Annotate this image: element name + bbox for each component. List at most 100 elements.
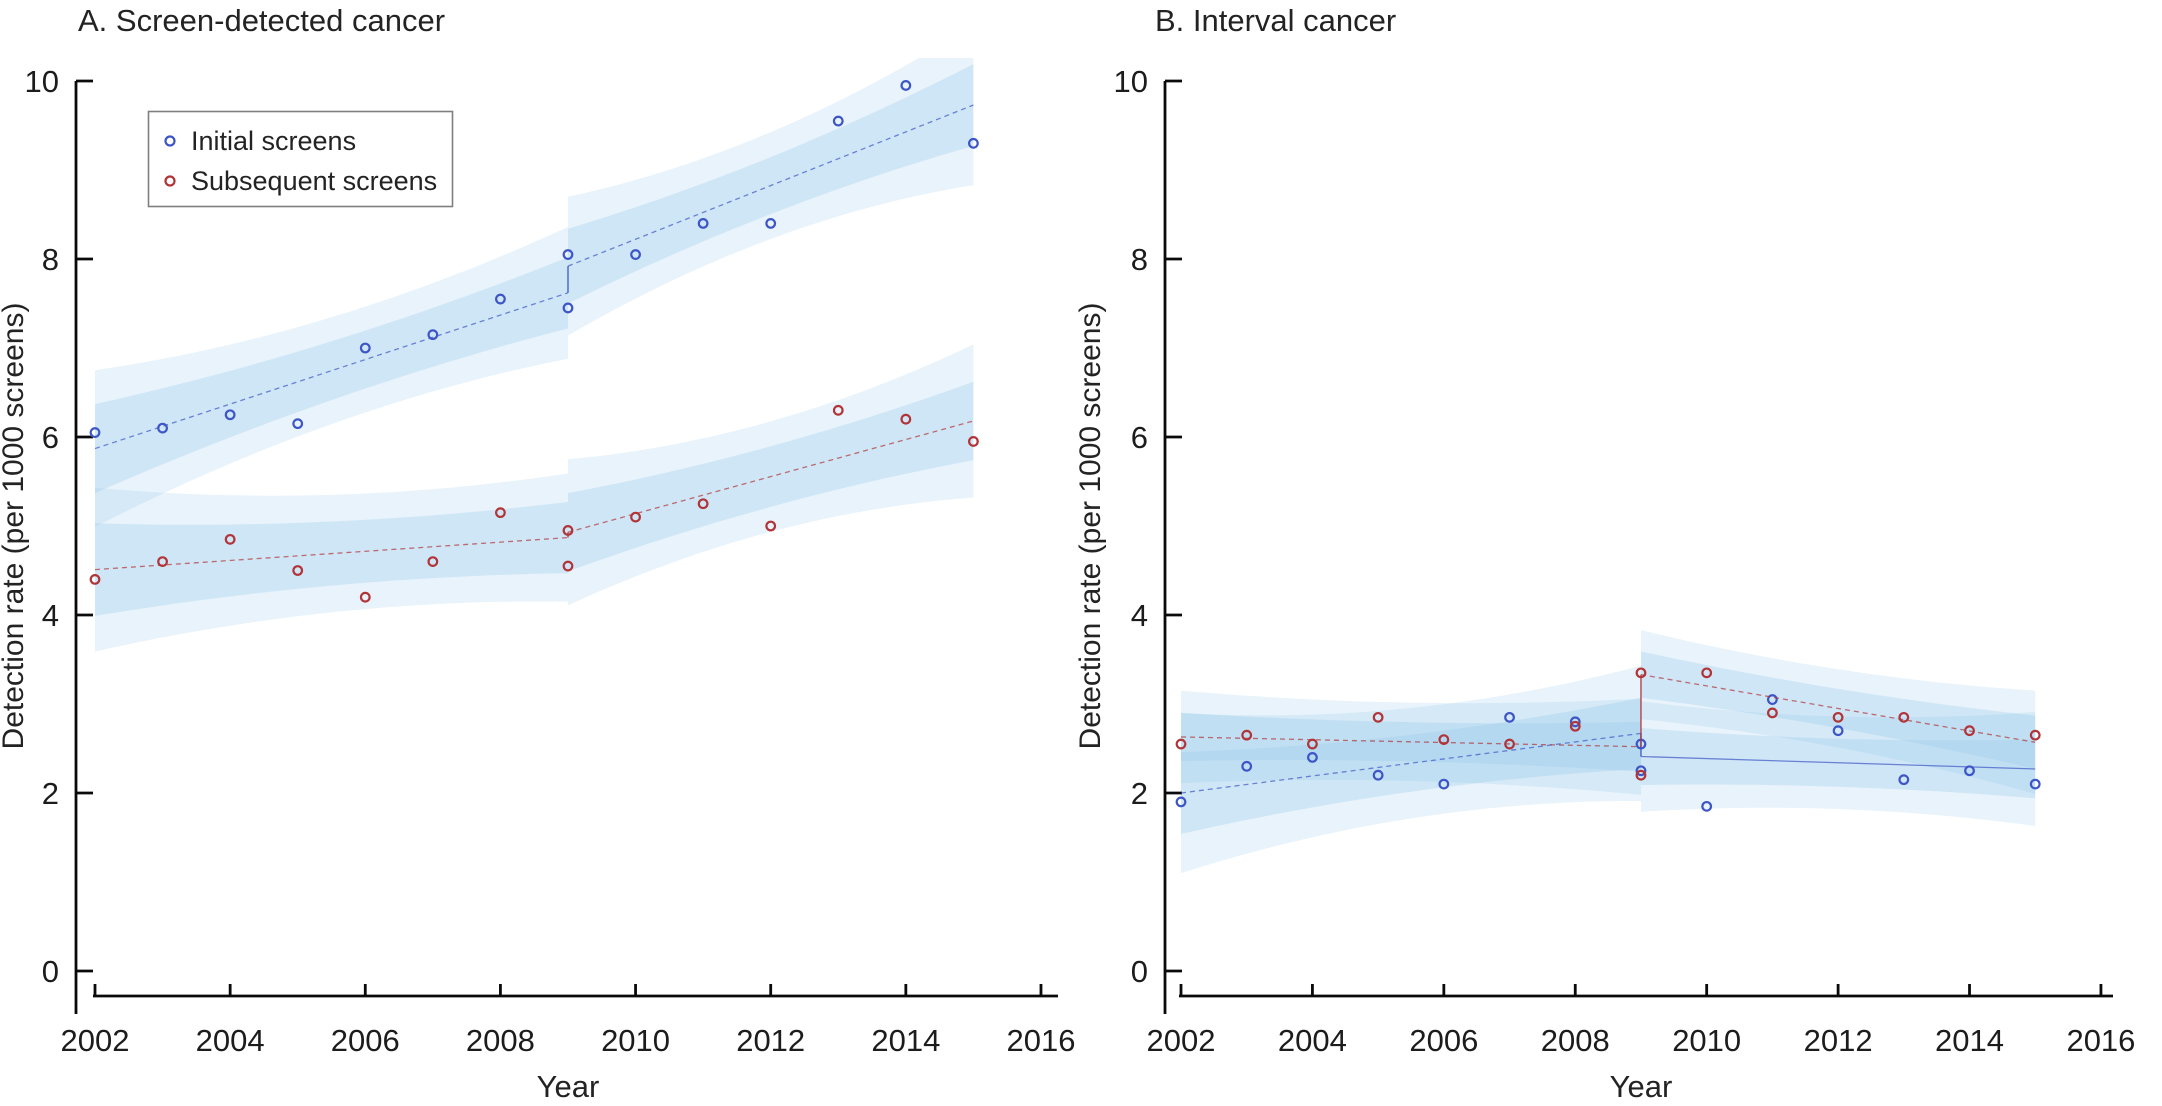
x-tick-label: 2016 <box>2066 1023 2135 1058</box>
panel-b-initial-screens-point <box>1175 796 1187 808</box>
y-tick-label: 8 <box>1131 242 1148 277</box>
panel-b-initial-screens-point <box>1307 752 1318 763</box>
panel-b-initial-screens-point <box>1832 725 1844 737</box>
panel-a-initial-screens-point <box>630 249 641 260</box>
y-tick-label: 10 <box>1114 64 1148 99</box>
panel-b-subsequent-screens-point <box>1635 667 1647 679</box>
panel-a-subsequent-screens-ci-band-inner <box>95 502 568 616</box>
y-tick-label: 0 <box>1131 954 1148 989</box>
panel-a-subsequent-screens-point <box>630 511 641 523</box>
panel-b-subsequent-screens-point <box>1701 667 1713 679</box>
legend-initial-screens-marker-icon <box>164 135 176 147</box>
panel-a-subsequent-screens-point <box>765 520 777 532</box>
panel-a-subsequent-screens-point <box>292 565 304 576</box>
x-tick-label: 2016 <box>1006 1023 1075 1058</box>
panel-a-subsequent-screens-ci-band-outer <box>568 344 974 606</box>
panel-b-initial-screens-point <box>1372 769 1384 781</box>
panel-a-initial-screens-ci-band-outer <box>95 227 568 527</box>
panel-a-subsequent-screens-fit-line <box>567 420 974 533</box>
panel-a-subsequent-screens-point <box>968 436 979 447</box>
panel-a-subsequent-screens-point <box>900 413 912 425</box>
panel-a-subsequent-screens-point <box>562 525 574 536</box>
x-tick-label: 2008 <box>1541 1023 1610 1058</box>
legend-subsequent-screens-marker-icon <box>164 175 176 187</box>
panel-b-subsequent-screens-fit-line <box>1180 736 1641 748</box>
y-tick-label: 2 <box>42 776 59 811</box>
panel-b-x-axis-label: Year <box>1610 1069 1673 1104</box>
panel-a-initial-screens-point <box>89 427 101 438</box>
panel-a-subsequent-screens-point <box>562 560 574 572</box>
panel-a-subsequent-screens-point <box>697 498 709 510</box>
panel-b-initial-screens-point <box>1766 694 1778 705</box>
panel-a-initial-screens-point <box>292 418 304 430</box>
panel-a-initial-screens-point <box>562 249 574 260</box>
x-tick-label: 2014 <box>1935 1023 2004 1058</box>
panel-b-initial-screens-point <box>1438 778 1450 790</box>
x-tick-label: 2002 <box>1147 1023 1216 1058</box>
panel-a-y-axis-label: Detection rate (per 1000 screens) <box>0 303 30 750</box>
panel-b-confidence-bands <box>1181 630 2036 874</box>
panel-a-initial-screens-ci-band-outer <box>568 58 974 336</box>
panel-b-subsequent-screens-ci-band-inner <box>1641 651 2036 769</box>
y-tick-label: 6 <box>42 420 59 455</box>
panel-b-subsequent-screens-fit-line <box>1640 673 2036 743</box>
panel-b-initial-screens-point <box>1241 760 1253 772</box>
x-tick-label: 2006 <box>331 1023 400 1058</box>
panel-b-initial-screens-point <box>1898 774 1910 786</box>
panel-b-title: B. Interval cancer <box>1155 3 1396 38</box>
panel-a-initial-screens-fit-line <box>567 104 974 267</box>
panel-b-initial-screens-point <box>1635 765 1647 777</box>
x-tick-label: 2010 <box>601 1023 670 1058</box>
y-tick-label: 6 <box>1131 420 1148 455</box>
panel-a-subsequent-screens-point <box>157 556 168 567</box>
panel-a-subsequent-screens-point <box>359 591 371 603</box>
y-tick-label: 10 <box>25 64 59 99</box>
panel-b-initial-screens-point <box>1504 711 1515 723</box>
panel-b-initial-screens-ci-band-outer <box>1641 701 2036 826</box>
panel-b-data-marks <box>1175 667 2041 812</box>
panel-b-subsequent-screens-point <box>1964 725 1975 737</box>
panel-b-initial-screens-ci-band-outer <box>1181 665 1641 874</box>
panel-a-subsequent-screens-ci-band-outer <box>95 473 568 652</box>
x-tick-label: 2012 <box>1804 1023 1873 1058</box>
panel-a-initial-screens-point <box>224 409 236 421</box>
panel-a-initial-screens-ci-band-inner <box>568 64 974 304</box>
x-tick-label: 2008 <box>466 1023 535 1058</box>
panel-b-subsequent-screens-point <box>1241 729 1253 741</box>
panel-a-initial-screens-point <box>697 217 709 229</box>
panel-b-subsequent-screens-point <box>1898 711 1910 723</box>
panel-b-subsequent-screens-point <box>1832 711 1844 723</box>
panel-a-subsequent-screens-point <box>832 404 844 416</box>
x-tick-label: 2014 <box>871 1023 940 1058</box>
panel-b-initial-screens-point <box>1701 800 1713 812</box>
panel-b-subsequent-screens-point <box>1569 720 1581 732</box>
panel-b-subsequent-screens-point <box>1504 738 1515 750</box>
panel-a-subsequent-screens-fit-line <box>94 536 569 571</box>
x-tick-label: 2010 <box>1672 1023 1741 1058</box>
panel-a-data-marks <box>89 80 979 603</box>
panel-a-initial-screens-point <box>495 293 506 305</box>
panel-b-subsequent-screens-point <box>1635 769 1647 781</box>
x-tick-label: 2012 <box>736 1023 805 1058</box>
x-tick-label: 2006 <box>1409 1023 1478 1058</box>
panel-b-subsequent-screens-point <box>1307 738 1318 750</box>
panel-a-subsequent-screens-point <box>89 574 101 585</box>
y-tick-label: 4 <box>1131 598 1148 633</box>
panel-a-subsequent-screens-point <box>427 556 439 567</box>
panel-a-initial-screens-point <box>765 217 777 229</box>
panel-a-initial-screens-point <box>562 302 574 314</box>
y-tick-label: 0 <box>42 954 59 989</box>
panel-a-title: A. Screen-detected cancer <box>78 3 445 38</box>
panel-a-initial-screens-point <box>359 342 371 354</box>
panel-b-initial-screens-point <box>2029 778 2041 790</box>
panel-a-initial-screens-fit-line <box>94 292 569 450</box>
panel-b-subsequent-screens-point <box>1175 738 1187 750</box>
panel-a-confidence-bands <box>95 58 974 652</box>
x-tick-label: 2004 <box>1278 1023 1347 1058</box>
legend: Initial screens Subsequent screens <box>147 110 454 208</box>
y-tick-label: 8 <box>42 242 59 277</box>
panel-a-initial-screens-point <box>900 80 912 91</box>
legend-initial-screens-label: Initial screens <box>191 126 356 156</box>
